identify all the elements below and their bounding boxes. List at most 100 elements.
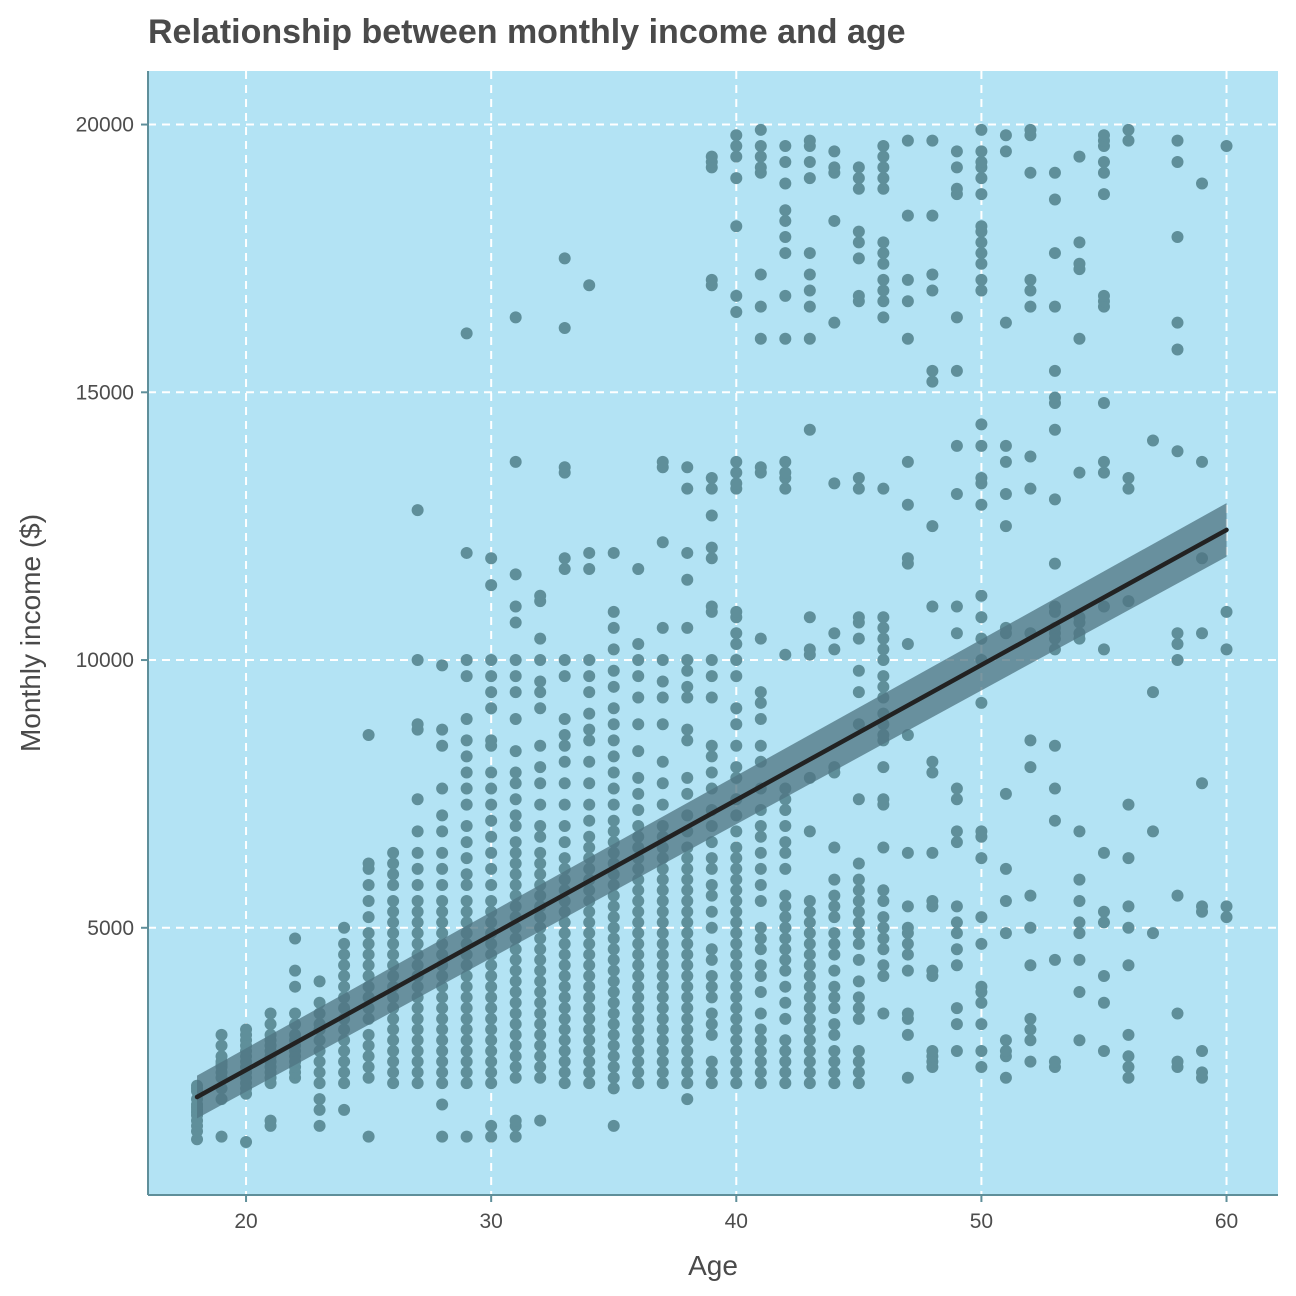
scatter-point bbox=[926, 134, 939, 147]
scatter-point bbox=[754, 986, 767, 999]
scatter-point bbox=[828, 161, 841, 174]
scatter-point bbox=[803, 611, 816, 624]
scatter-point bbox=[803, 980, 816, 993]
scatter-point bbox=[877, 295, 890, 308]
scatter-point bbox=[583, 670, 596, 683]
scatter-point bbox=[754, 878, 767, 891]
scatter-point bbox=[460, 670, 473, 683]
scatter-point bbox=[1024, 123, 1037, 136]
scatter-point bbox=[558, 654, 571, 667]
scatter-point bbox=[411, 927, 424, 940]
scatter-point bbox=[705, 739, 718, 752]
scatter-point bbox=[485, 846, 498, 859]
scatter-point bbox=[877, 257, 890, 270]
y-tick-label: 10000 bbox=[76, 649, 134, 672]
scatter-point bbox=[975, 284, 988, 297]
scatter-point bbox=[583, 1034, 596, 1047]
scatter-point bbox=[730, 1002, 743, 1015]
scatter-point bbox=[632, 991, 645, 1004]
scatter-point bbox=[705, 273, 718, 286]
scatter-point bbox=[852, 1002, 865, 1015]
scatter-point bbox=[901, 273, 914, 286]
scatter-point bbox=[485, 654, 498, 667]
scatter-point bbox=[509, 857, 522, 870]
scatter-point bbox=[877, 921, 890, 934]
scatter-point bbox=[681, 787, 694, 800]
scatter-point bbox=[852, 953, 865, 966]
scatter-point bbox=[681, 573, 694, 586]
scatter-point bbox=[436, 723, 449, 736]
scatter-point bbox=[901, 900, 914, 913]
scatter-point bbox=[852, 686, 865, 699]
scatter-point bbox=[534, 868, 547, 881]
scatter-point bbox=[852, 927, 865, 940]
scatter-point bbox=[1024, 166, 1037, 179]
scatter-point bbox=[436, 895, 449, 908]
scatter-point bbox=[460, 712, 473, 725]
scatter-point bbox=[705, 600, 718, 613]
scatter-point bbox=[779, 836, 792, 849]
scatter-point bbox=[1097, 969, 1110, 982]
scatter-point bbox=[754, 820, 767, 833]
scatter-point bbox=[779, 1034, 792, 1047]
scatter-point bbox=[460, 798, 473, 811]
scatter-point bbox=[558, 1002, 571, 1015]
scatter-point bbox=[509, 868, 522, 881]
scatter-point bbox=[583, 1002, 596, 1015]
scatter-point bbox=[975, 123, 988, 136]
scatter-point bbox=[632, 803, 645, 816]
scatter-point bbox=[1073, 986, 1086, 999]
scatter-point bbox=[509, 836, 522, 849]
scatter-point bbox=[1097, 996, 1110, 1009]
scatter-point bbox=[950, 916, 963, 929]
scatter-point bbox=[460, 734, 473, 747]
scatter-point bbox=[877, 621, 890, 634]
scatter-point bbox=[828, 1044, 841, 1057]
scatter-point bbox=[1220, 643, 1233, 656]
scatter-point bbox=[730, 605, 743, 618]
scatter-point bbox=[313, 1077, 326, 1090]
scatter-point bbox=[779, 139, 792, 152]
scatter-point bbox=[583, 980, 596, 993]
scatter-point bbox=[1024, 959, 1037, 972]
scatter-point bbox=[215, 1028, 228, 1041]
scatter-point bbox=[730, 884, 743, 897]
scatter-point bbox=[485, 969, 498, 982]
scatter-point bbox=[803, 825, 816, 838]
scatter-point bbox=[999, 1044, 1012, 1057]
scatter-point bbox=[1196, 1044, 1209, 1057]
scatter-point bbox=[730, 637, 743, 650]
scatter-point bbox=[656, 895, 669, 908]
scatter-point bbox=[460, 782, 473, 795]
scatter-point bbox=[779, 996, 792, 1009]
scatter-point bbox=[803, 247, 816, 260]
scatter-point bbox=[779, 177, 792, 190]
scatter-point bbox=[632, 1034, 645, 1047]
scatter-point bbox=[1048, 739, 1061, 752]
scatter-point bbox=[509, 670, 522, 683]
scatter-point bbox=[313, 1066, 326, 1079]
scatter-point bbox=[436, 1098, 449, 1111]
scatter-point bbox=[803, 268, 816, 281]
scatter-point bbox=[828, 477, 841, 490]
scatter-point bbox=[583, 969, 596, 982]
scatter-point bbox=[999, 787, 1012, 800]
scatter-point bbox=[362, 1130, 375, 1143]
scatter-point bbox=[681, 895, 694, 908]
scatter-point bbox=[460, 852, 473, 865]
scatter-point bbox=[950, 943, 963, 956]
scatter-point bbox=[681, 991, 694, 1004]
scatter-point bbox=[926, 964, 939, 977]
scatter-point bbox=[583, 734, 596, 747]
scatter-point bbox=[607, 782, 620, 795]
scatter-point bbox=[705, 1007, 718, 1020]
scatter-point bbox=[460, 820, 473, 833]
scatter-point bbox=[730, 937, 743, 950]
scatter-point bbox=[803, 927, 816, 940]
scatter-point bbox=[1196, 627, 1209, 640]
chart-title: Relationship between monthly income and … bbox=[148, 13, 906, 51]
scatter-point bbox=[950, 488, 963, 501]
scatter-point bbox=[411, 1012, 424, 1025]
scatter-point bbox=[338, 937, 351, 950]
scatter-point bbox=[730, 841, 743, 854]
